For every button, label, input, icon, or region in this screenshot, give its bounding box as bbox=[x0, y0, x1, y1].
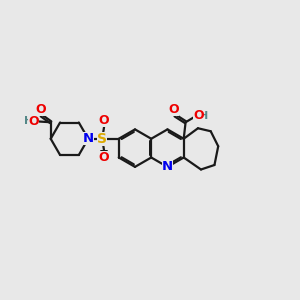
Text: O: O bbox=[168, 103, 179, 116]
Text: O: O bbox=[28, 115, 39, 128]
Text: O: O bbox=[35, 103, 46, 116]
Text: H: H bbox=[24, 116, 33, 127]
Text: O: O bbox=[99, 151, 110, 164]
Text: S: S bbox=[97, 132, 107, 146]
Text: N: N bbox=[162, 160, 173, 173]
Text: O: O bbox=[194, 109, 204, 122]
Text: O: O bbox=[99, 114, 110, 127]
Text: H: H bbox=[199, 110, 208, 121]
Text: N: N bbox=[82, 132, 94, 145]
